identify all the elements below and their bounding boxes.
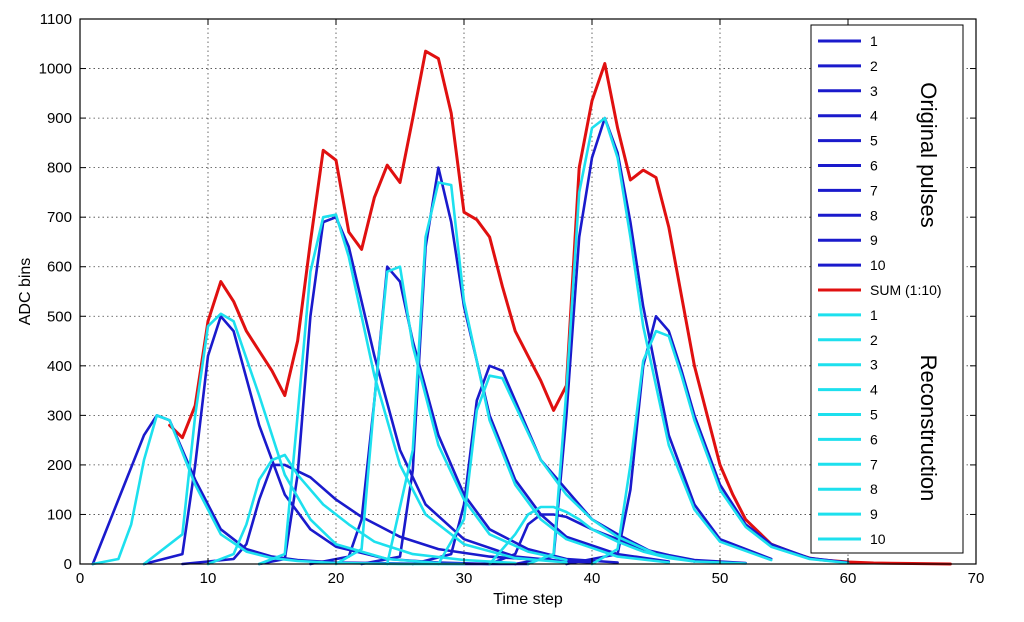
legend-label: 6 [870,431,878,447]
series-line-original-8 [488,513,747,566]
x-tick-label: 30 [456,570,473,587]
y-tick-label: 600 [47,259,72,276]
y-tick-label: 1100 [40,11,72,28]
legend-label: 8 [870,481,878,497]
x-tick-label: 0 [76,570,84,587]
legend-group-title-reconstruction: Reconstruction [916,355,941,502]
series-line-reconstruction-7 [437,374,696,566]
y-tick-label: 1000 [39,61,72,78]
legend-label: SUM (1:10) [870,282,942,298]
y-axis-label: ADC bins [17,258,34,326]
series-line-original-3 [181,463,594,566]
series-line-reconstruction-3 [206,453,517,566]
legend: 1 2 3 4 5 6 7 8 9 10 SUM (1:10) 1 2 3 4 5 6 7 8 9 10 Original… [810,24,964,554]
series-line-reconstruction-1 [91,414,466,566]
axis-ticks: 0 10 20 30 40 50 60 700100200300400500600700800… [39,11,985,587]
x-tick-label: 70 [968,570,985,587]
series-line-reconstruction-8 [488,505,747,566]
legend-label: 10 [870,531,886,547]
y-tick-label: 700 [47,209,72,226]
series-line-original-7 [411,364,696,566]
grid [80,19,976,564]
x-axis-label: Time step [493,591,563,608]
series-line-reconstruction-4 [257,213,568,566]
legend-label: 3 [870,357,878,373]
y-tick-label: 800 [47,160,72,177]
series-line-reconstruction-2 [142,312,440,566]
legend-label: 4 [870,108,878,124]
y-tick-label: 300 [47,407,72,424]
legend-group-title-original: Original pulses [916,82,941,228]
series-line-reconstruction-9 [526,116,773,566]
plot-frame [79,18,977,565]
x-tick-label: 10 [200,570,217,587]
legend-label: 4 [870,382,878,398]
legend-label: 7 [870,456,878,472]
x-tick-label: 40 [584,570,601,587]
legend-label: 1 [870,33,878,49]
legend-label: 1 [870,307,878,323]
y-tick-label: 400 [47,358,72,375]
legend-label: 9 [870,232,878,248]
series-line-sum-sum110 [168,49,952,566]
y-tick-label: 100 [47,506,72,523]
legend-label: 9 [870,506,878,522]
legend-label: 3 [870,83,878,99]
y-tick-label: 500 [47,308,72,325]
y-tick-label: 900 [47,110,72,127]
y-tick-label: 0 [64,556,72,573]
series-line-reconstruction-5 [334,265,568,566]
series-line-original-10 [565,314,850,566]
legend-label: 8 [870,207,878,223]
legend-label: 5 [870,407,878,423]
legend-label: 10 [870,257,886,273]
series-line-reconstruction-10 [590,329,850,566]
x-tick-label: 60 [840,570,857,587]
y-tick-label: 200 [47,457,72,474]
legend-label: 6 [870,158,878,174]
legend-label: 5 [870,133,878,149]
series-line-reconstruction-6 [385,181,671,566]
x-tick-label: 20 [328,570,345,587]
series-line-original-9 [513,116,773,566]
legend-label: 2 [870,332,878,348]
x-tick-label: 50 [712,570,729,587]
legend-label: 7 [870,182,878,198]
legend-label: 2 [870,58,878,74]
